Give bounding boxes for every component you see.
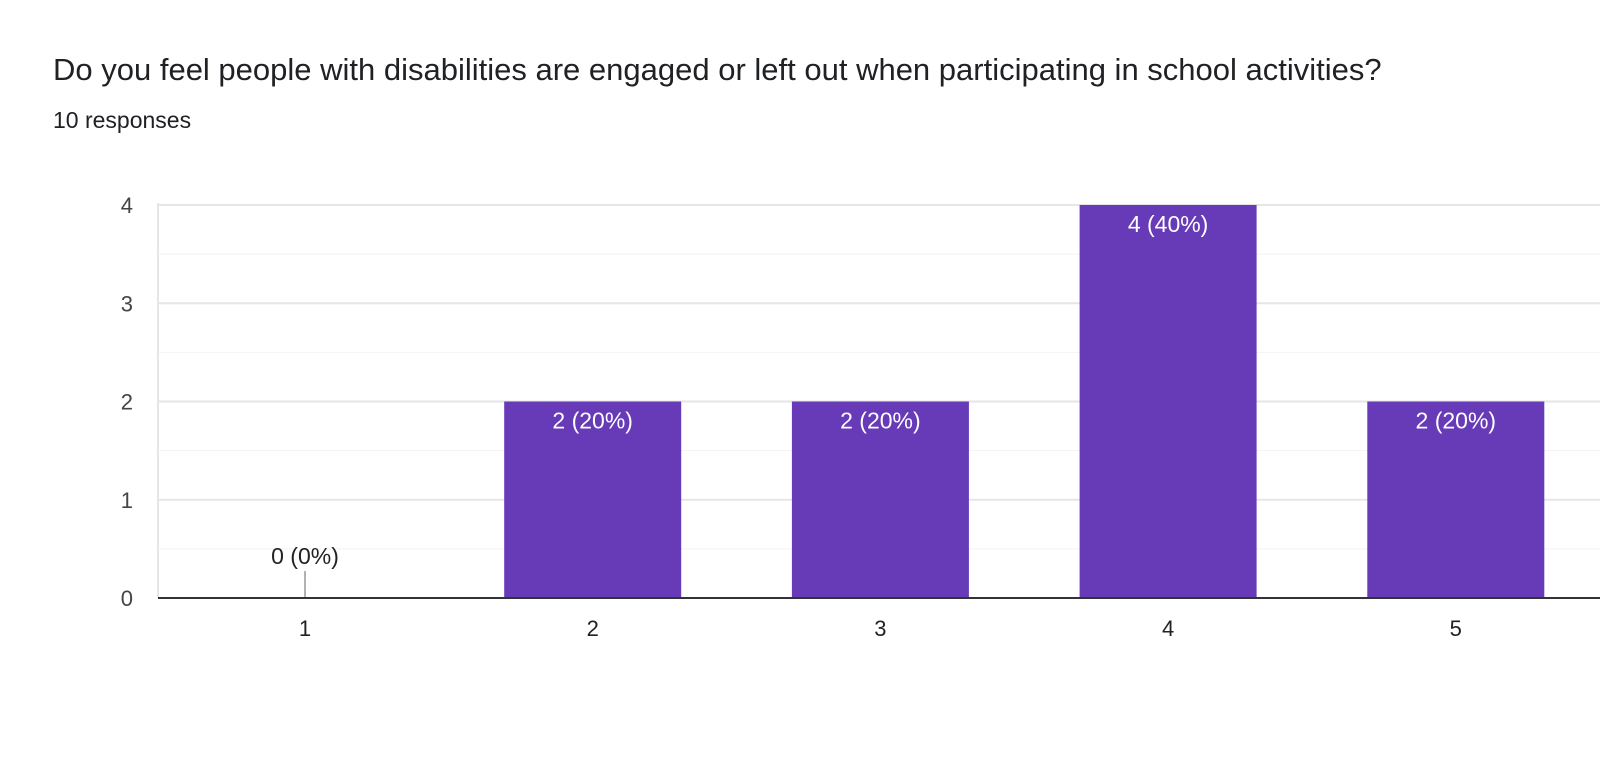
bar-data-label: 2 (20%): [1416, 408, 1497, 434]
x-tick-label: 2: [587, 616, 599, 641]
bar-data-label: 0 (0%): [271, 543, 339, 569]
x-tick-label: 1: [299, 616, 311, 641]
bar: [504, 401, 682, 598]
y-tick-label: 1: [121, 488, 133, 513]
x-tick-label: 3: [874, 616, 886, 641]
bar-data-label: 4 (40%): [1128, 211, 1209, 237]
chart-title: Do you feel people with disabilities are…: [53, 52, 1382, 87]
bar-data-label: 2 (20%): [840, 408, 921, 434]
x-tick-label: 4: [1162, 616, 1174, 641]
x-tick-label: 5: [1450, 616, 1462, 641]
y-tick-label: 3: [121, 291, 133, 316]
bar: [1367, 401, 1545, 598]
bar: [1079, 205, 1257, 598]
bar-data-label: 2 (20%): [552, 408, 633, 434]
y-tick-label: 2: [121, 390, 133, 415]
response-count: 10 responses: [53, 107, 192, 133]
y-tick-label: 4: [121, 193, 133, 218]
bar: [791, 401, 969, 598]
y-tick-label: 0: [121, 586, 133, 611]
